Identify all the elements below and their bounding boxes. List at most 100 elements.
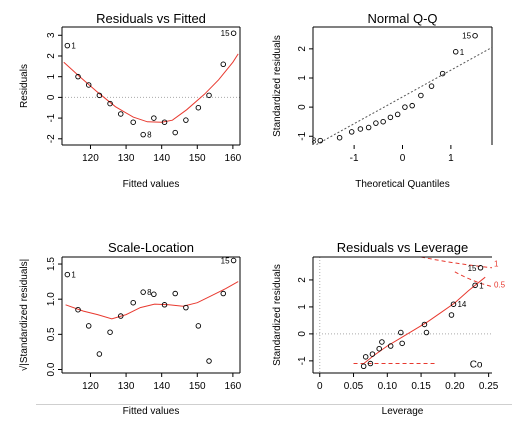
data-point [369, 351, 376, 357]
data-point [439, 70, 446, 77]
data-point [418, 92, 424, 99]
data-point [387, 343, 394, 349]
point-label: 15 [221, 257, 230, 266]
data-point [365, 124, 372, 131]
x-axis-label: Fitted values [123, 406, 180, 417]
data-point [450, 301, 457, 307]
data-point [130, 299, 136, 306]
data-point [151, 291, 157, 298]
data-point [399, 340, 405, 347]
data-point [379, 339, 385, 345]
data-point [402, 104, 408, 110]
data-point [472, 282, 478, 289]
y-tick-label: 1 [297, 304, 308, 310]
point-label: 1 [479, 281, 484, 290]
x-axis-label: Fitted values [123, 179, 180, 190]
data-point [409, 102, 415, 109]
plot-title: Normal Q-Q [367, 11, 437, 26]
data-point [357, 126, 364, 132]
y-tick-label: 2 [46, 53, 57, 59]
point-label: 1 [460, 48, 465, 57]
y-tick-label: 0 [297, 104, 308, 110]
point-label: 15 [221, 29, 230, 38]
panel-2: Scale-Location Fitted values √|Standardize… [18, 240, 242, 417]
data-point [373, 120, 379, 126]
plot-area: Co [313, 257, 492, 373]
data-point [362, 354, 369, 360]
y-tick-label: 0.5 [46, 327, 57, 341]
point-label: 14 [457, 300, 466, 309]
plot-title: Scale-Location [108, 240, 194, 255]
y-axis-label: Standardized residuals [272, 264, 283, 366]
cooks-legend-label: Co [470, 360, 483, 371]
data-point [117, 111, 124, 117]
y-tick-label: 0 [46, 94, 57, 100]
data-point [230, 30, 237, 36]
y-axis-label: Residuals [19, 64, 30, 108]
x-tick-label: 0.10 [378, 381, 398, 392]
x-tick-label: 0 [400, 153, 406, 164]
data-point [64, 42, 71, 49]
data-point [64, 271, 71, 278]
data-point [387, 114, 394, 121]
panel-3: Co Residuals vs Leverage Leverage Standardi… [272, 240, 506, 417]
y-tick-label: 2 [297, 46, 308, 52]
point-label: 15 [468, 264, 477, 273]
data-point [140, 131, 146, 138]
data-point [220, 61, 227, 68]
point-label: 8 [147, 288, 152, 297]
plot-title: Residuals vs Fitted [96, 11, 206, 26]
data-point [117, 313, 124, 319]
data-point [107, 329, 113, 335]
y-axis-label: Standardized residuals [272, 35, 283, 137]
data-point [161, 119, 168, 125]
data-point [376, 345, 382, 352]
x-tick-label: 0 [317, 381, 323, 392]
x-tick-label: 120 [82, 153, 99, 164]
data-point [172, 290, 178, 297]
data-point [336, 134, 343, 141]
cooks-label-0.5: 0.5 [494, 280, 506, 289]
data-point [394, 111, 401, 118]
cooks-distance-1-curve [420, 257, 492, 269]
data-point [183, 117, 189, 123]
y-tick-label: -1 [297, 131, 308, 140]
x-tick-label: 0.15 [411, 381, 431, 392]
point-label: 1 [71, 42, 76, 51]
y-tick-label: 0 [297, 331, 308, 337]
x-tick-label: 1 [448, 153, 454, 164]
x-tick-label: -1 [350, 153, 359, 164]
data-point [107, 100, 113, 107]
cooks-label-1: 1 [494, 259, 499, 268]
y-tick-label: 1 [297, 75, 308, 81]
data-point [360, 363, 367, 370]
y-tick-label: -2 [46, 134, 57, 143]
data-point [151, 115, 157, 121]
data-point [75, 73, 81, 80]
point-label: 8 [312, 137, 317, 146]
x-axis-label: Theoretical Quantiles [355, 179, 450, 190]
data-point [452, 49, 459, 55]
x-axis-label: Leverage [382, 406, 424, 417]
x-tick-label: 150 [189, 153, 206, 164]
x-tick-label: 120 [82, 381, 99, 392]
data-point [195, 104, 202, 111]
data-point [195, 323, 202, 329]
point-label: 8 [147, 131, 152, 140]
y-tick-label: 1.5 [46, 257, 57, 271]
y-axis-label: √|Standardized residuals| [18, 259, 30, 371]
data-point [96, 92, 103, 99]
x-tick-label: 0.05 [344, 381, 364, 392]
y-tick-label: 1.0 [46, 292, 57, 306]
y-tick-label: -1 [46, 113, 57, 122]
data-point [477, 265, 484, 271]
data-point [183, 304, 189, 311]
smoother-line [63, 53, 239, 123]
data-point [206, 358, 212, 364]
y-tick-label: 2 [297, 277, 308, 283]
smoother-line [65, 281, 239, 320]
x-tick-label: 150 [189, 381, 206, 392]
data-point [161, 302, 168, 308]
data-point [428, 83, 435, 89]
x-tick-label: 0.20 [445, 381, 465, 392]
